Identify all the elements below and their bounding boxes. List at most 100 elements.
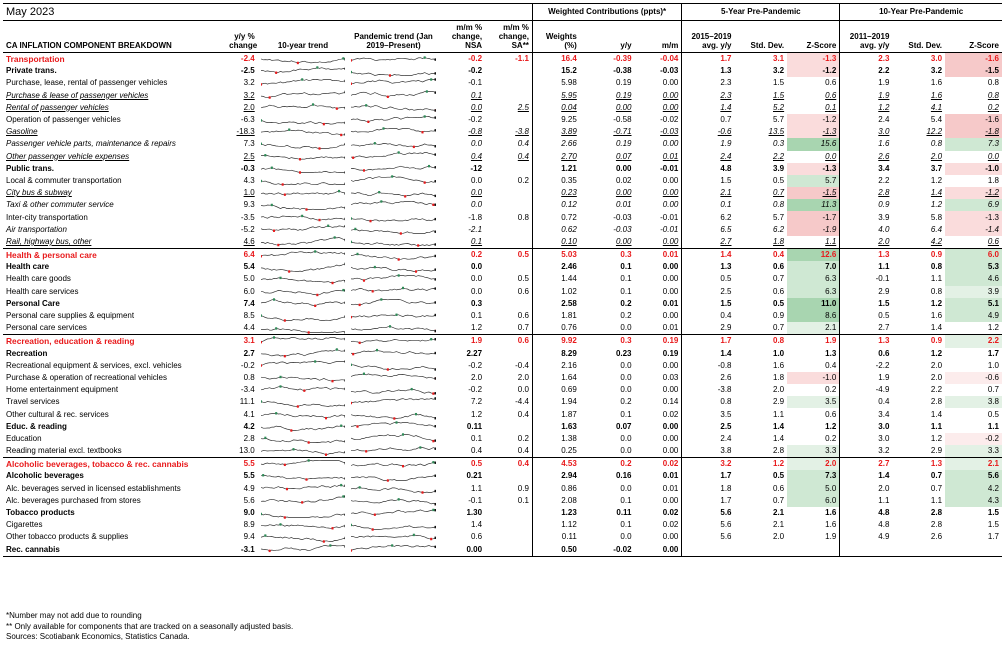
- table-row: Purchase & lease of passenger vehicles 3.…: [3, 89, 1002, 102]
- sd5-cell: [734, 543, 788, 557]
- zscore10-cell: 4.3: [945, 494, 1002, 507]
- weighted-mm-cell: 0.14: [634, 396, 683, 409]
- row-label: Private trans.: [6, 66, 57, 76]
- weighted-yy-cell: 0.19: [615, 90, 632, 100]
- footnote-sources: Sources: Scotiabank Economics, Statistic…: [6, 632, 190, 641]
- table-row: Rental of passenger vehicles 2.0 0.0 2.5 0.0…: [3, 101, 1002, 114]
- mm-nsa-cell: -0.2: [468, 360, 483, 370]
- avg5-cell: 6.5: [720, 224, 732, 234]
- weighted-yy-cell: -0.71: [613, 127, 632, 137]
- sd5-cell: 1.5: [773, 78, 785, 88]
- weighted-yy-cell: 0.0: [620, 372, 632, 382]
- ten-year-trend-sparkline: [258, 322, 349, 335]
- mm-sa-cell: [485, 420, 533, 433]
- weighted-yy-cell: -0.58: [613, 115, 632, 125]
- sd5-cell: 1.8: [773, 372, 785, 382]
- sd10-cell: 1.1: [930, 421, 943, 431]
- table-row: Operation of passenger vehicles -6.3 -0.2 9…: [3, 113, 1002, 127]
- yy-change-cell: 5.0: [243, 274, 255, 284]
- weighted-yy-cell: 0.0: [620, 483, 632, 493]
- col-header-trend10: 10-year trend: [257, 20, 349, 53]
- table-row: Inter-city transportation -3.5 -1.8 0.8 0.72…: [3, 211, 1002, 224]
- pandemic-trend-sparkline: [348, 102, 439, 114]
- table-row: Other cultural & rec. services 4.1 1.2 0.4 1…: [3, 408, 1002, 421]
- avg10-cell: 2.2: [878, 66, 890, 76]
- weighted-mm-cell: 0.01: [634, 150, 683, 163]
- sd5-cell: 3.9: [773, 163, 785, 173]
- mm-sa-cell: -0.4: [485, 359, 533, 372]
- mm-nsa-cell: 0.0: [470, 200, 483, 210]
- weighted-yy-cell: 0.1: [620, 286, 632, 296]
- weight-cell: 0.86: [561, 483, 577, 493]
- table-row: Purchase, lease, rental of passenger veh…: [3, 77, 1002, 90]
- mm-nsa-cell: 0.0: [470, 139, 483, 149]
- zscore5-cell: 1.9: [787, 531, 841, 544]
- weighted-mm-cell: 0.00: [634, 199, 683, 212]
- pandemic-trend-sparkline: [348, 163, 439, 175]
- row-label: Taxi & other commuter service: [6, 200, 114, 210]
- yy-change-cell: 4.3: [243, 175, 255, 185]
- row-label: Tobacco products: [6, 508, 75, 518]
- pandemic-trend-sparkline: [348, 187, 439, 199]
- weighted-yy-cell: 0.00: [615, 102, 632, 112]
- weighted-yy-cell: 0.0: [620, 360, 632, 370]
- pandemic-trend-sparkline: [348, 114, 439, 126]
- weight-cell: 0.50: [532, 543, 580, 557]
- weighted-yy-cell: 0.0: [620, 446, 632, 456]
- zscore5-cell: 12.6: [787, 248, 841, 262]
- pandemic-trend-sparkline: [348, 495, 439, 507]
- avg10-cell: 1.1: [878, 495, 890, 505]
- zscore10-cell: 4.9: [945, 309, 1002, 323]
- sd5-cell: 0.6: [773, 262, 785, 272]
- avg5-cell: -0.8: [717, 360, 732, 370]
- yy-change-cell: 6.0: [243, 286, 255, 296]
- avg5-cell: 6.2: [720, 212, 732, 222]
- weighted-yy-cell: 0.2: [620, 397, 632, 407]
- zscore5-cell: 1.9: [787, 334, 841, 348]
- sd10-cell: 0.7: [930, 483, 943, 493]
- mm-nsa-cell: 0.0: [470, 188, 483, 198]
- row-label: Operation of passenger vehicles: [6, 115, 121, 125]
- row-label: Personal Care: [6, 298, 60, 308]
- pandemic-trend-sparkline: [348, 248, 439, 262]
- mm-sa-cell: [485, 113, 533, 127]
- avg10-cell: 2.8: [878, 188, 890, 198]
- mm-nsa-cell: 0.1: [470, 433, 483, 443]
- zscore5-cell: 1.6: [787, 519, 841, 532]
- row-label: Education: [6, 433, 42, 443]
- ten-year-trend-sparkline: [258, 102, 349, 114]
- ten-year-trend-sparkline: [258, 507, 349, 519]
- avg10-cell: 2.4: [878, 115, 890, 125]
- ten-year-trend-sparkline: [258, 310, 349, 322]
- weight-cell: 1.21: [561, 163, 577, 173]
- avg10-cell: 2.9: [878, 286, 890, 296]
- zscore5-cell: 7.0: [787, 261, 841, 274]
- table-row: Tobacco products 9.0 1.30 1.23 0.11 0.02 5.6 2.…: [3, 506, 1002, 520]
- mm-sa-cell: 0.6: [485, 309, 533, 323]
- zscore5-cell: 8.6: [787, 309, 841, 323]
- zscore10-cell: 5.1: [945, 297, 1002, 310]
- sd5-cell: 0.4: [734, 248, 788, 262]
- zscore5-cell: -1.7: [787, 211, 841, 224]
- ten-year-trend-sparkline: [257, 543, 349, 557]
- avg10-cell: 3.4: [878, 163, 890, 173]
- row-label: Gasoline: [6, 127, 38, 137]
- pandemic-trend-sparkline: [348, 433, 439, 445]
- avg5-cell: 4.8: [720, 163, 732, 173]
- avg5-cell: 1.3: [720, 66, 732, 76]
- avg10-cell: 1.9: [878, 78, 890, 88]
- pandemic-trend-sparkline: [348, 372, 439, 384]
- avg5-cell: 2.3: [720, 78, 732, 88]
- mm-nsa-cell: 1.1: [470, 483, 483, 493]
- sd10-cell: 2.8: [930, 397, 943, 407]
- zscore10-cell: 0.5: [987, 409, 999, 419]
- col-header-avg10: 2011–2019 avg. y/y: [839, 20, 893, 53]
- avg10-cell: 4.9: [878, 532, 890, 542]
- avg10-cell: [839, 543, 893, 557]
- weighted-yy-cell: 0.1: [620, 274, 632, 284]
- weight-cell: 2.58: [561, 298, 577, 308]
- zscore5-cell: [787, 543, 841, 557]
- avg10-cell: 3.0: [878, 433, 890, 443]
- weighted-mm-cell: 0.00: [634, 309, 683, 323]
- avg5-cell: -3.8: [717, 385, 732, 395]
